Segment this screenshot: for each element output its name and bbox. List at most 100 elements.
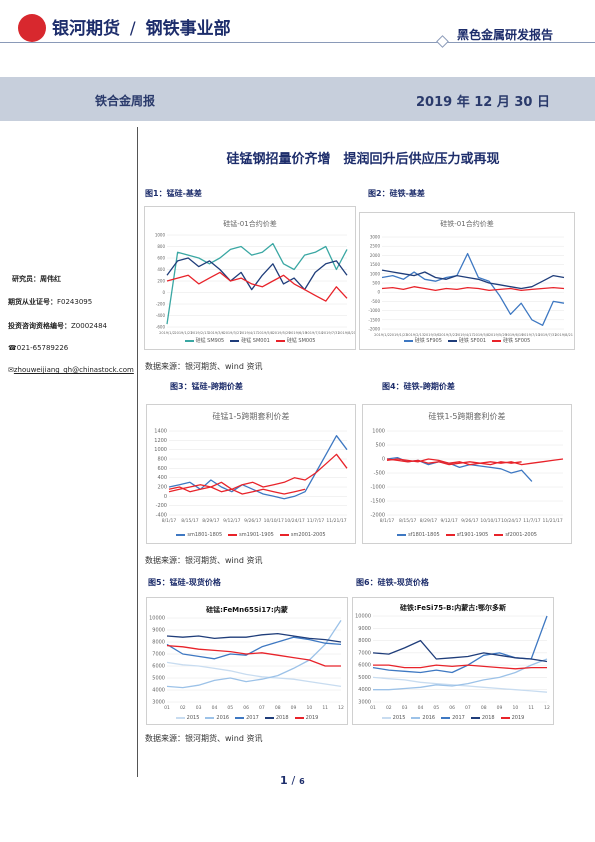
chart-legend: sf1801-1805 sf1901-1905 sf2001-2005 bbox=[363, 532, 571, 538]
y-tick-label: 1000 bbox=[372, 429, 385, 435]
report-series-title: 铁合金周报 bbox=[95, 94, 156, 108]
x-tick-label: 08 bbox=[481, 705, 487, 711]
y-tick-label: 500 bbox=[372, 281, 380, 286]
legend-swatch bbox=[447, 339, 457, 342]
x-tick-label: 9/26/17 bbox=[244, 518, 261, 524]
y-tick-label: 6000 bbox=[358, 663, 371, 669]
report-type: 黑色金属研发报告 bbox=[456, 28, 553, 42]
y-tick-label: 600 bbox=[157, 466, 167, 472]
x-tick-label: 12 bbox=[338, 705, 344, 711]
qualification-line: 期货从业证号：F0243095 bbox=[8, 297, 92, 307]
y-tick-label: 9000 bbox=[358, 626, 371, 632]
legend-item: sm2001-2005 bbox=[279, 532, 326, 538]
x-tick-label: 11 bbox=[528, 705, 534, 711]
legend-item: 硅铁 SF001 bbox=[447, 337, 486, 344]
page-current: 1 bbox=[280, 774, 288, 787]
y-tick-label: -1500 bbox=[370, 499, 385, 505]
legend-item: 2016 bbox=[411, 715, 435, 721]
x-tick-label: 8/1/17 bbox=[380, 518, 395, 524]
legend-item: 2015 bbox=[175, 715, 199, 721]
company-name: 银河期货 bbox=[52, 19, 120, 39]
chart-title: 硅铁-01合约价差 bbox=[440, 220, 494, 228]
legend-item: sf2001-2005 bbox=[494, 532, 537, 538]
x-tick-label: 11/7/17 bbox=[523, 518, 540, 524]
y-tick-label: 200 bbox=[157, 485, 167, 491]
legend-label: 2019 bbox=[511, 715, 525, 721]
legend-swatch bbox=[230, 339, 240, 342]
legend-swatch bbox=[275, 339, 285, 342]
x-tick-label: 04 bbox=[418, 705, 424, 711]
x-tick-label: 03 bbox=[402, 705, 408, 711]
y-tick-label: 400 bbox=[157, 475, 167, 481]
y-tick-label: -200 bbox=[156, 302, 166, 307]
legend-item: 2018 bbox=[264, 715, 289, 721]
figure-1-label: 图1：锰硅-基差 bbox=[145, 189, 202, 198]
legend-label: sm2001-2005 bbox=[290, 532, 326, 538]
x-tick-label: 10 bbox=[306, 705, 312, 711]
advisor-line: 投资咨询资格编号：Z0002484 bbox=[8, 321, 107, 331]
chart-title: 硅锰-01合约价差 bbox=[223, 220, 277, 228]
legend-item: 2019 bbox=[500, 715, 525, 721]
legend-label: 2017 bbox=[452, 715, 465, 721]
x-tick-label: 2019/5/29 bbox=[273, 331, 291, 335]
series-line-2018 bbox=[372, 639, 548, 663]
advisor-label: 投资咨询资格编号： bbox=[8, 322, 71, 330]
x-tick-label: 9/12/17 bbox=[223, 518, 240, 524]
x-tick-label: 2019/8/21 bbox=[338, 331, 355, 335]
y-tick-label: 7000 bbox=[152, 652, 165, 658]
series-line-2019 bbox=[373, 664, 547, 670]
series-line-2017 bbox=[166, 636, 342, 660]
figure-3-label: 图3：锰硅-跨期价差 bbox=[170, 382, 243, 391]
figure-5-label: 图5：锰硅-现货价格 bbox=[148, 578, 221, 587]
x-tick-label: 11/7/17 bbox=[307, 518, 324, 524]
x-tick-label: 05 bbox=[227, 705, 233, 711]
x-tick-label: 2019/3/6 bbox=[424, 333, 440, 337]
chart-sf-basis: 硅铁-01合约价差 3000 2500 2000 1500 1000 500 0 -500 -1… bbox=[359, 212, 575, 350]
y-tick-label: -1500 bbox=[368, 317, 380, 322]
y-tick-label: -1000 bbox=[368, 308, 380, 313]
data-source-3: 数据来源：银河期货、wind 资讯 bbox=[145, 734, 263, 743]
x-tick-label: 06 bbox=[449, 705, 455, 711]
y-tick-label: 200 bbox=[157, 279, 165, 284]
email-line: ✉zhouweijiang_qh@chinastock.com bbox=[8, 366, 134, 374]
y-tick-label: 1000 bbox=[154, 447, 167, 453]
legend-item: 硅锰 SM905 bbox=[184, 337, 224, 344]
legend-swatch bbox=[470, 716, 480, 719]
x-tick-label: 10/24/17 bbox=[501, 518, 521, 524]
x-tick-label: 8/15/17 bbox=[399, 518, 416, 524]
legend-label: sf2001-2005 bbox=[505, 532, 537, 538]
y-tick-label: -2000 bbox=[370, 513, 385, 519]
x-tick-label: 2019/3/6 bbox=[208, 331, 224, 335]
x-tick-label: 07 bbox=[465, 705, 471, 711]
x-tick-label: 2019/6/19 bbox=[505, 333, 523, 337]
y-tick-label: 400 bbox=[157, 267, 165, 272]
series-line-硅铁 SF001 bbox=[381, 269, 565, 290]
y-tick-label: 0 bbox=[164, 494, 167, 500]
y-tick-label: 8000 bbox=[152, 640, 165, 646]
series-line-硅锰 SM001 bbox=[166, 257, 348, 291]
legend-item: 硅锰 SM001 bbox=[230, 337, 270, 344]
x-tick-label: 2019/5/8 bbox=[257, 331, 273, 335]
legend-swatch bbox=[175, 716, 185, 719]
x-tick-label: 07 bbox=[259, 705, 265, 711]
y-tick-label: 1000 bbox=[370, 271, 381, 276]
y-tick-label: 1500 bbox=[370, 262, 381, 267]
x-tick-label: 2019/4/17 bbox=[456, 333, 474, 337]
y-tick-label: -400 bbox=[156, 313, 166, 318]
legend-item: sm1801-1805 bbox=[176, 532, 222, 538]
header-separator: / bbox=[129, 19, 136, 39]
chart-legend: 硅锰 SM905 硅锰 SM001 硅锰 SM005 bbox=[145, 337, 355, 344]
advisor-number: Z0002484 bbox=[71, 322, 107, 330]
x-tick-label: 10 bbox=[512, 705, 518, 711]
data-source-2: 数据来源：银河期货、wind 资讯 bbox=[145, 556, 263, 565]
legend-swatch bbox=[500, 716, 510, 719]
chart-sf-spot-price: 硅铁:FeSi75-B:内蒙古:鄂尔多斯 10000 9000 8000 7000 60… bbox=[352, 597, 554, 725]
x-tick-label: 05 bbox=[433, 705, 439, 711]
series-line-硅锰 SM005 bbox=[166, 271, 348, 302]
legend-swatch bbox=[494, 533, 504, 536]
x-tick-label: 12 bbox=[544, 705, 550, 711]
email-address[interactable]: zhouweijiang_qh@chinastock.com bbox=[13, 366, 134, 374]
y-tick-label: 1000 bbox=[155, 233, 166, 238]
legend-swatch bbox=[228, 533, 238, 536]
